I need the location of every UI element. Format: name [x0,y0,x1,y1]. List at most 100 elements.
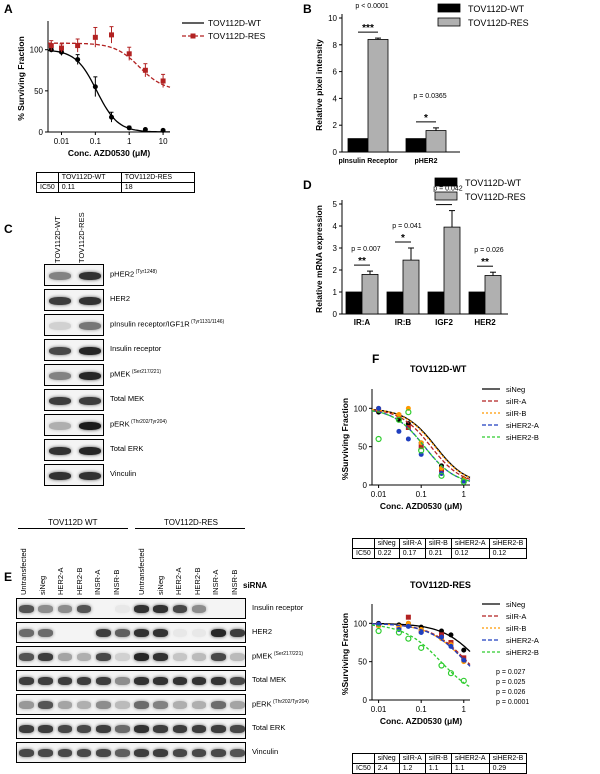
table-a-cell: TOV112D-WT [57,172,122,183]
blot-band [76,749,92,758]
group-label-wt: TOV112D WT [48,518,98,527]
blot-band [115,653,130,662]
blot-band [78,321,102,330]
data-point [109,32,115,38]
data-point [418,447,425,454]
blot-band [210,653,226,662]
blot-band [38,701,54,710]
data-point [75,43,81,49]
group-label-res: TOV112D-RES [164,518,218,527]
blot-band [78,396,102,405]
blot-band [134,605,149,614]
bar [405,138,427,153]
blot-band [48,471,72,480]
significance-stars: * [424,113,428,124]
blot-phospho-site: (Thr202/Tyr204) [271,698,309,705]
blot-band [38,677,54,686]
blot-row [44,389,104,411]
p-value: p = 0.0365 [413,93,446,100]
y-tick-label: 50 [34,87,43,96]
blot-row [44,314,104,336]
blot-row [16,598,246,619]
blot-band [76,701,92,710]
blot-protein-name: HER2 [110,294,131,303]
panel-letter-a: A [4,2,13,16]
table-f-res: siNeg siIR-A siIR-B siHER2-A siHER2-B IC50 2.… [352,753,528,774]
blot-band [191,605,207,614]
table-a-cell: TOV112D-RES [120,172,195,183]
bar [443,226,461,315]
panel-letter-f: F [372,352,380,366]
y-tick-label: 0 [333,310,338,319]
chart-f-wt: 0 50 100 0.01 0.1 1 Conc. AZD0530 (μM) %Survivi… [340,385,539,511]
blot-row [44,414,104,436]
significance-stars: * [442,196,446,207]
blot-band [230,653,245,662]
blot-row-label: Insulin receptor [110,344,161,353]
bar [345,291,363,315]
blot-band [134,677,149,686]
y-axis-label: Relative mRNA expression [314,205,324,313]
table-cell: 1.2 [398,763,426,774]
blot-band [78,471,102,480]
legend-label: TOV112D-RES [208,31,266,41]
blot-band [230,701,245,710]
blot-row-label: Total ERK [252,723,285,732]
blot-band [48,396,72,405]
data-point [395,629,403,636]
data-point [405,436,411,442]
table-cell: siHER2-B [488,753,528,764]
table-cell: siIR-A [398,753,426,764]
chart-b: 0 2 4 6 8 10 Relative pixel intensity pInsulin … [314,3,529,165]
blot-band [153,677,169,686]
data-point [142,127,148,133]
table-cell: 0.12 [450,548,490,559]
blot-band [95,629,111,638]
legend-label: siHER2-A [506,636,539,645]
x-tick-label: 0.01 [54,137,70,146]
table-cell: siHER2-B [488,538,528,549]
legend-label: siHER2-A [506,421,539,430]
y-tick-label: 5 [333,200,338,209]
blot-protein-name: Total MEK [110,394,145,403]
blot-row [16,742,246,763]
table-cell: 0.21 [424,548,452,559]
blot-row-label: pMEK (Ser217/221) [110,369,161,379]
lane-label: HER2-A [56,567,65,595]
x-tick-label: 0.1 [90,137,102,146]
table-a-cell: 18 [120,182,195,193]
table-f-wt: siNeg siIR-A siIR-B siHER2-A siHER2-B IC50 0.… [352,538,528,559]
blot-band [76,677,92,686]
legend-label: siIR-A [506,612,526,621]
blot-band [57,677,73,686]
table-cell: siIR-B [424,753,452,764]
table-cell: 0.29 [488,763,528,774]
p-value: p = 0.007 [351,246,380,253]
blot-band [210,725,226,734]
x-category-label: IR:A [354,318,371,327]
blot-band [95,653,111,662]
data-point [92,34,98,40]
data-point [58,45,64,51]
blot-band [153,605,169,614]
blot-band [191,677,207,686]
legend-label: TOV112D-WT [465,178,522,188]
data-point [439,628,445,634]
fit-curve [48,42,171,88]
table-cell: 0.12 [488,548,528,559]
table-cell: siHER2-A [450,753,490,764]
data-point [160,127,166,133]
blot-band [172,629,188,638]
blot-band [115,701,130,710]
bar [361,274,379,315]
blot-band [172,605,188,614]
blot-row-label: pHER2 (Tyr1248) [110,269,157,279]
data-point [447,670,455,677]
data-point [418,444,424,450]
lane-label: Untransfected [137,548,146,595]
significance-stars: ** [358,256,366,267]
x-tick-label: 0.01 [371,705,387,714]
data-point [461,647,467,653]
legend-label: siIR-B [506,624,526,633]
blot-band [172,701,188,710]
